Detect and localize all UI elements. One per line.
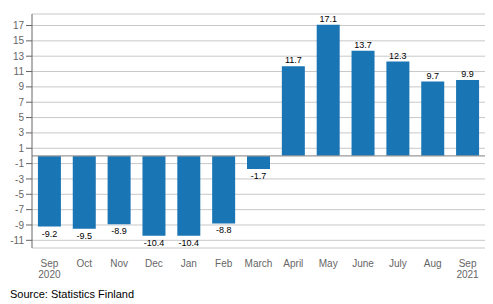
svg-text:April: April: [283, 258, 303, 269]
svg-text:9: 9: [18, 81, 24, 92]
svg-text:5: 5: [18, 112, 24, 123]
svg-text:-9: -9: [15, 220, 24, 231]
svg-text:11.7: 11.7: [285, 55, 302, 65]
svg-text:17: 17: [13, 20, 25, 31]
svg-text:3: 3: [18, 127, 24, 138]
svg-text:-9.5: -9.5: [77, 231, 93, 241]
svg-text:-1: -1: [15, 158, 24, 169]
svg-text:Sep2020: Sep2020: [38, 258, 61, 280]
svg-text:Jan: Jan: [181, 258, 197, 269]
svg-text:15: 15: [13, 35, 25, 46]
svg-text:March: March: [245, 258, 273, 269]
svg-text:17.1: 17.1: [319, 14, 337, 24]
svg-text:Dec: Dec: [145, 258, 163, 269]
svg-text:May: May: [319, 258, 338, 269]
svg-text:Oct: Oct: [76, 258, 92, 269]
svg-text:12.3: 12.3: [389, 51, 407, 61]
svg-text:13: 13: [13, 51, 25, 62]
svg-text:-7: -7: [15, 204, 24, 215]
svg-text:Nov: Nov: [110, 258, 128, 269]
html-text:Source: Statistics Finland: Source: Statistics Finland: [10, 288, 135, 300]
svg-text:-8.8: -8.8: [216, 225, 232, 235]
svg-text:-9.2: -9.2: [42, 229, 58, 239]
svg-text:9.7: 9.7: [426, 71, 439, 81]
svg-text:June: June: [352, 258, 374, 269]
svg-text:-1.7: -1.7: [251, 171, 267, 181]
svg-text:-5: -5: [15, 189, 24, 200]
svg-text:1: 1: [18, 143, 24, 154]
svg-text:11: 11: [14, 66, 25, 77]
svg-text:-10.4: -10.4: [179, 238, 200, 248]
svg-text:Feb: Feb: [215, 258, 233, 269]
svg-text:Sep2021: Sep2021: [456, 258, 479, 280]
svg-text:-3: -3: [15, 174, 24, 185]
svg-text:-10.4: -10.4: [144, 238, 165, 248]
svg-text:Aug: Aug: [424, 258, 442, 269]
svg-text:July: July: [389, 258, 407, 269]
svg-text:9.9: 9.9: [461, 69, 474, 79]
svg-text:-8.9: -8.9: [111, 226, 127, 236]
svg-text:-11: -11: [10, 235, 24, 246]
svg-text:13.7: 13.7: [354, 40, 372, 50]
svg-text:7: 7: [18, 97, 24, 108]
